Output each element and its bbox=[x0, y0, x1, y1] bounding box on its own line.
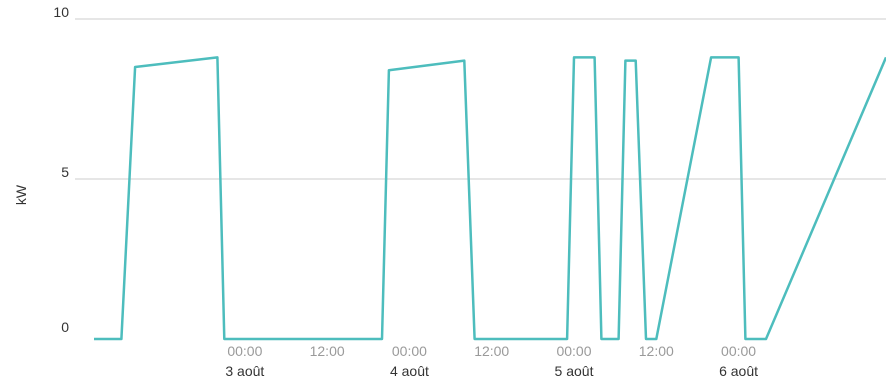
x-axis-ticks: 00:00 3 août 12:00 00:00 4 août 12:00 00:00 5 a… bbox=[225, 343, 758, 379]
series-line bbox=[94, 56, 886, 341]
y-tick-label: 10 bbox=[53, 4, 69, 20]
x-tick-time-label: 12:00 bbox=[310, 343, 345, 359]
x-tick-time-label: 00:00 bbox=[721, 343, 756, 359]
y-axis-label: kW bbox=[13, 184, 29, 205]
x-tick-time-label: 00:00 bbox=[392, 343, 427, 359]
x-tick-time-label: 00:00 bbox=[227, 343, 262, 359]
x-tick-date-label: 3 août bbox=[225, 363, 264, 379]
x-tick-time-label: 12:00 bbox=[639, 343, 674, 359]
series-layer bbox=[94, 56, 886, 341]
y-axis-ticks: 0 5 10 bbox=[53, 4, 69, 335]
x-tick-time-label: 12:00 bbox=[474, 343, 509, 359]
x-tick-date-label: 5 août bbox=[555, 363, 594, 379]
x-tick-time-label: 00:00 bbox=[556, 343, 591, 359]
grid-lines bbox=[75, 18, 886, 180]
x-tick-date-label: 4 août bbox=[390, 363, 429, 379]
y-tick-label: 0 bbox=[61, 319, 69, 335]
y-tick-label: 5 bbox=[61, 164, 69, 180]
x-tick-date-label: 6 août bbox=[719, 363, 758, 379]
